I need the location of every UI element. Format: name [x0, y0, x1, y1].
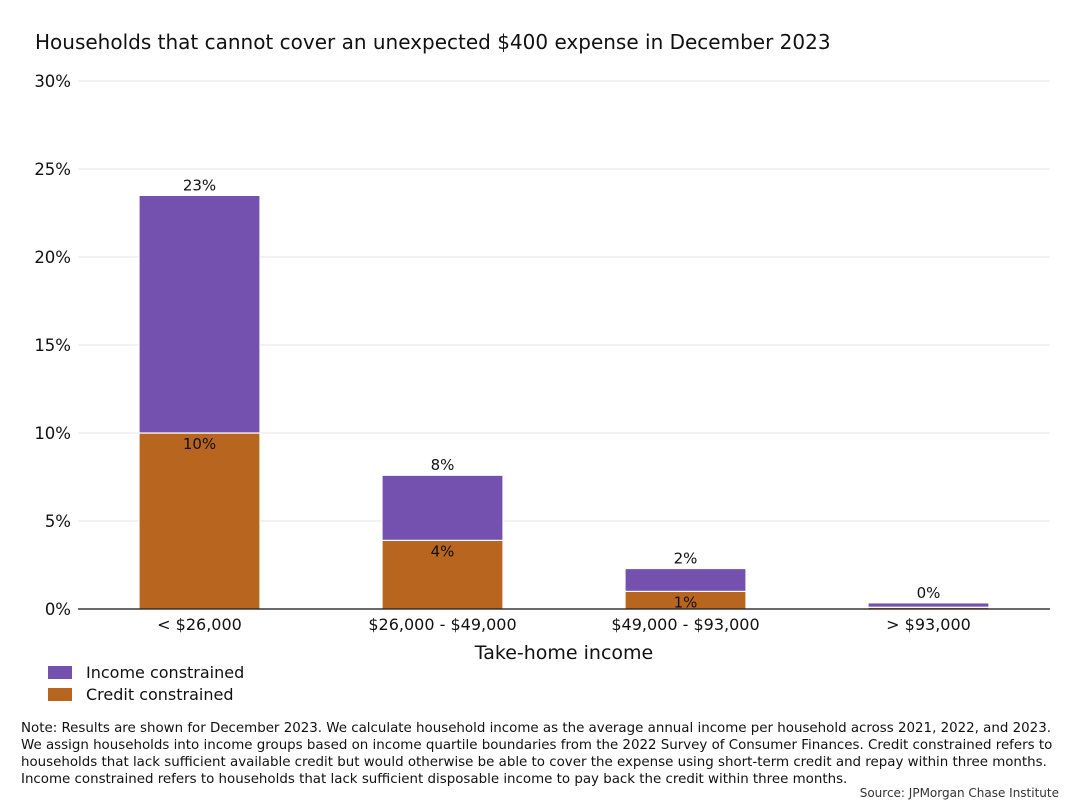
- y-tick-label: 20%: [34, 248, 71, 267]
- chart-legend: Income constrained Credit constrained: [48, 661, 244, 705]
- x-tick-label: < $26,000: [157, 615, 242, 634]
- x-tick-label: $49,000 - $93,000: [611, 615, 759, 634]
- stacked-bar-chart: 0% 5% 10% 15% 20% 25% 30% 10% 23% 4% 8% 1% 2% 0% < $…: [34, 72, 1050, 664]
- chart-title: Households that cannot cover an unexpect…: [35, 30, 831, 54]
- bars: [138, 194, 990, 610]
- legend-label-credit-constrained: Credit constrained: [86, 684, 234, 704]
- y-tick-label: 10%: [34, 424, 71, 443]
- x-axis-ticks: < $26,000 $26,000 - $49,000 $49,000 - $93,…: [157, 615, 971, 634]
- note-line: Income constrained refers to households …: [21, 772, 848, 787]
- data-label: 4%: [431, 542, 455, 560]
- legend-item-income-constrained: Income constrained: [48, 661, 244, 683]
- x-tick-label: $26,000 - $49,000: [368, 615, 516, 634]
- bar-segment-income-constrained: [138, 194, 261, 434]
- y-tick-label: 0%: [45, 600, 71, 619]
- x-axis-title: Take-home income: [474, 642, 653, 664]
- y-tick-label: 5%: [45, 512, 71, 531]
- y-axis-ticks: 0% 5% 10% 15% 20% 25% 30%: [34, 72, 71, 619]
- note-line: households that lack sufficient availabl…: [21, 755, 1047, 770]
- y-tick-label: 30%: [34, 72, 71, 91]
- source-credit: Source: JPMorgan Chase Institute: [859, 786, 1059, 800]
- legend-item-credit-constrained: Credit constrained: [48, 683, 244, 705]
- legend-label-income-constrained: Income constrained: [86, 662, 245, 682]
- data-label: 10%: [183, 435, 216, 453]
- data-label: 1%: [674, 593, 698, 611]
- bar-segment-income-constrained: [381, 474, 504, 541]
- data-labels: 10% 23% 4% 8% 1% 2% 0%: [183, 176, 941, 611]
- y-tick-label: 25%: [34, 160, 71, 179]
- note-line: Note: Results are shown for December 202…: [21, 721, 1051, 736]
- y-tick-label: 15%: [34, 336, 71, 355]
- chart-note: Note: Results are shown for December 202…: [21, 720, 1061, 788]
- x-tick-label: > $93,000: [886, 615, 971, 634]
- bar-segment-credit-constrained: [138, 432, 261, 610]
- total-label: 8%: [431, 456, 455, 474]
- total-label: 23%: [183, 176, 216, 194]
- legend-swatch-credit-constrained: [48, 687, 72, 701]
- note-line: We assign households into income groups …: [21, 738, 1053, 753]
- total-label: 0%: [917, 584, 941, 602]
- bar-segment-income-constrained: [624, 567, 747, 593]
- legend-swatch-income-constrained: [48, 665, 72, 679]
- bar-segment-income-constrained: [867, 602, 990, 608]
- total-label: 2%: [674, 550, 698, 568]
